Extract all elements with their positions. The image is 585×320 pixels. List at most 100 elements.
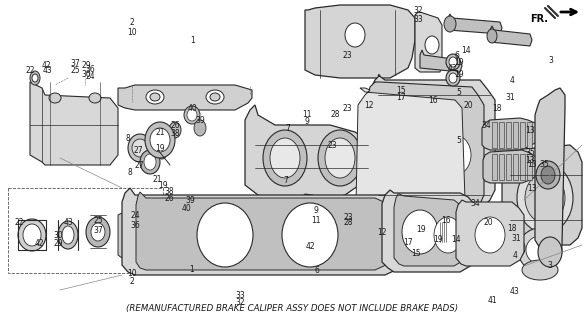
Ellipse shape [541, 166, 555, 184]
Ellipse shape [318, 130, 362, 186]
Ellipse shape [30, 71, 40, 85]
Text: 2: 2 [130, 18, 135, 27]
Text: 12: 12 [364, 101, 373, 110]
Text: 1: 1 [190, 266, 194, 275]
Text: 23: 23 [342, 51, 352, 60]
Ellipse shape [425, 36, 439, 54]
Ellipse shape [89, 93, 101, 103]
Ellipse shape [538, 237, 562, 267]
Ellipse shape [49, 93, 61, 103]
Bar [492, 154, 497, 180]
Ellipse shape [184, 106, 200, 124]
Text: (REMANUFACTURED BRAKE CALIPER ASSY DOES NOT INCLUDE BRAKE PADS): (REMANUFACTURED BRAKE CALIPER ASSY DOES … [126, 303, 458, 313]
Ellipse shape [169, 122, 181, 138]
Ellipse shape [140, 150, 160, 174]
Text: 25: 25 [70, 66, 80, 75]
Text: 10: 10 [127, 28, 137, 36]
Ellipse shape [444, 16, 456, 32]
Text: 42: 42 [305, 242, 315, 251]
Ellipse shape [194, 120, 206, 136]
Text: 6: 6 [455, 51, 459, 60]
Text: 17: 17 [403, 237, 413, 246]
Text: 34: 34 [470, 199, 480, 208]
Ellipse shape [475, 217, 505, 253]
Ellipse shape [374, 220, 386, 236]
Text: 8: 8 [126, 133, 130, 142]
Text: 15: 15 [411, 250, 421, 259]
Text: 39: 39 [195, 116, 205, 124]
Text: 13: 13 [525, 156, 535, 164]
Text: 7: 7 [283, 176, 288, 185]
Polygon shape [420, 50, 462, 72]
Text: 40: 40 [181, 204, 191, 213]
Text: 18: 18 [507, 223, 517, 233]
Ellipse shape [144, 154, 156, 170]
Ellipse shape [449, 73, 457, 83]
Ellipse shape [23, 224, 41, 246]
Text: 4: 4 [510, 76, 514, 84]
Polygon shape [368, 82, 484, 212]
Text: 5: 5 [456, 87, 462, 97]
Ellipse shape [405, 239, 425, 251]
Bar [499, 154, 504, 180]
Text: 27: 27 [133, 146, 143, 155]
Ellipse shape [128, 134, 152, 162]
Polygon shape [370, 75, 495, 210]
Bar [506, 154, 511, 180]
Text: 19: 19 [433, 235, 442, 244]
Ellipse shape [446, 70, 460, 86]
Text: 27: 27 [135, 161, 144, 170]
Text: 19: 19 [155, 143, 165, 153]
Bar [520, 122, 525, 148]
Text: 22: 22 [26, 66, 35, 75]
Ellipse shape [338, 211, 352, 225]
Text: 30: 30 [81, 69, 91, 78]
Polygon shape [302, 194, 335, 212]
Text: 5: 5 [457, 136, 462, 145]
Bar [8, 188, 163, 273]
Text: 19: 19 [417, 225, 426, 234]
Polygon shape [305, 5, 415, 78]
Bar [499, 122, 504, 148]
Ellipse shape [446, 54, 460, 70]
Text: 31: 31 [511, 234, 521, 243]
Text: 2: 2 [129, 277, 134, 286]
Text: 3: 3 [549, 56, 553, 65]
Bar [513, 154, 518, 180]
Bar [527, 154, 532, 180]
Polygon shape [415, 12, 442, 72]
Text: 28: 28 [343, 218, 353, 227]
Ellipse shape [395, 130, 435, 180]
Text: 32: 32 [413, 5, 423, 14]
Text: 21: 21 [152, 175, 161, 184]
Ellipse shape [270, 138, 300, 178]
Ellipse shape [398, 122, 442, 178]
Ellipse shape [400, 224, 416, 240]
Text: 22: 22 [14, 218, 24, 227]
Ellipse shape [187, 109, 197, 121]
Text: 16: 16 [441, 215, 451, 225]
Polygon shape [483, 150, 540, 183]
Text: 36: 36 [86, 65, 95, 74]
Ellipse shape [145, 122, 175, 158]
Polygon shape [356, 88, 465, 218]
Ellipse shape [58, 221, 78, 249]
Text: 35: 35 [539, 160, 549, 169]
Text: 36: 36 [130, 220, 140, 229]
Ellipse shape [517, 163, 573, 233]
Polygon shape [394, 194, 469, 266]
Ellipse shape [433, 218, 457, 246]
Text: 43: 43 [63, 218, 73, 227]
Polygon shape [502, 145, 582, 245]
Text: 42: 42 [447, 63, 457, 73]
Text: 29: 29 [54, 239, 63, 248]
Polygon shape [482, 118, 540, 150]
Ellipse shape [32, 74, 38, 82]
Text: 32: 32 [235, 298, 245, 307]
Ellipse shape [434, 217, 462, 253]
Polygon shape [456, 200, 524, 266]
Ellipse shape [263, 130, 307, 186]
Bar [492, 122, 497, 148]
Polygon shape [448, 14, 502, 34]
Text: 43: 43 [43, 66, 53, 75]
